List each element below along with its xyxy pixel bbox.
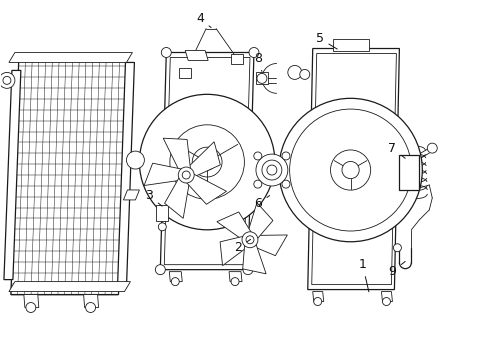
Bar [399,155,419,190]
Circle shape [266,165,276,175]
Circle shape [330,150,370,190]
Circle shape [282,180,289,188]
Circle shape [427,143,436,153]
Polygon shape [220,235,250,266]
Bar [156,205,168,221]
Polygon shape [185,50,208,60]
Polygon shape [184,142,220,180]
Circle shape [178,167,194,183]
Text: 2: 2 [234,239,250,254]
Polygon shape [169,272,182,282]
Circle shape [262,160,281,180]
Circle shape [0,72,15,88]
Text: 4: 4 [196,12,211,28]
Polygon shape [182,172,226,204]
Circle shape [230,278,239,285]
Circle shape [155,265,165,275]
Circle shape [85,302,95,312]
Polygon shape [9,53,132,62]
Circle shape [282,152,289,160]
Circle shape [199,154,215,170]
Text: 7: 7 [387,141,405,158]
Polygon shape [11,55,126,294]
Circle shape [245,236,253,244]
Polygon shape [9,282,130,292]
Text: 8: 8 [253,52,262,71]
Circle shape [255,154,287,186]
Circle shape [393,244,401,252]
Text: 6: 6 [253,195,269,210]
Bar [332,39,368,50]
Polygon shape [164,58,249,265]
Text: 9: 9 [387,261,405,278]
Circle shape [248,48,259,58]
Polygon shape [246,203,272,243]
Polygon shape [247,235,287,256]
Bar [230,54,243,64]
Polygon shape [163,138,191,175]
Circle shape [289,109,411,231]
Polygon shape [83,294,99,307]
Polygon shape [312,292,323,302]
Polygon shape [117,62,134,288]
Bar [255,72,267,84]
Text: 5: 5 [315,32,337,49]
Polygon shape [144,163,187,185]
Circle shape [299,69,309,80]
Circle shape [3,76,11,84]
Bar [179,68,191,78]
Polygon shape [242,239,265,274]
Polygon shape [307,49,399,289]
Circle shape [139,94,274,230]
Polygon shape [160,53,253,270]
Circle shape [192,147,222,177]
Circle shape [287,66,301,80]
Polygon shape [217,212,254,242]
Circle shape [242,232,258,248]
Circle shape [278,98,422,242]
Circle shape [256,73,266,84]
Circle shape [158,223,166,231]
Polygon shape [228,272,242,282]
Polygon shape [4,71,21,280]
Circle shape [126,151,144,169]
Text: 3: 3 [145,189,162,206]
Circle shape [161,48,171,58]
Circle shape [382,298,389,306]
Circle shape [313,298,321,306]
Circle shape [253,180,261,188]
Polygon shape [381,292,392,302]
Circle shape [243,265,252,275]
Text: 1: 1 [358,258,368,292]
Circle shape [169,125,244,199]
Circle shape [341,161,359,179]
Polygon shape [164,172,190,218]
Circle shape [26,302,36,312]
Circle shape [253,152,261,160]
Circle shape [182,171,190,179]
Polygon shape [24,294,39,307]
Polygon shape [123,190,139,200]
Circle shape [171,278,179,285]
Polygon shape [311,54,396,285]
